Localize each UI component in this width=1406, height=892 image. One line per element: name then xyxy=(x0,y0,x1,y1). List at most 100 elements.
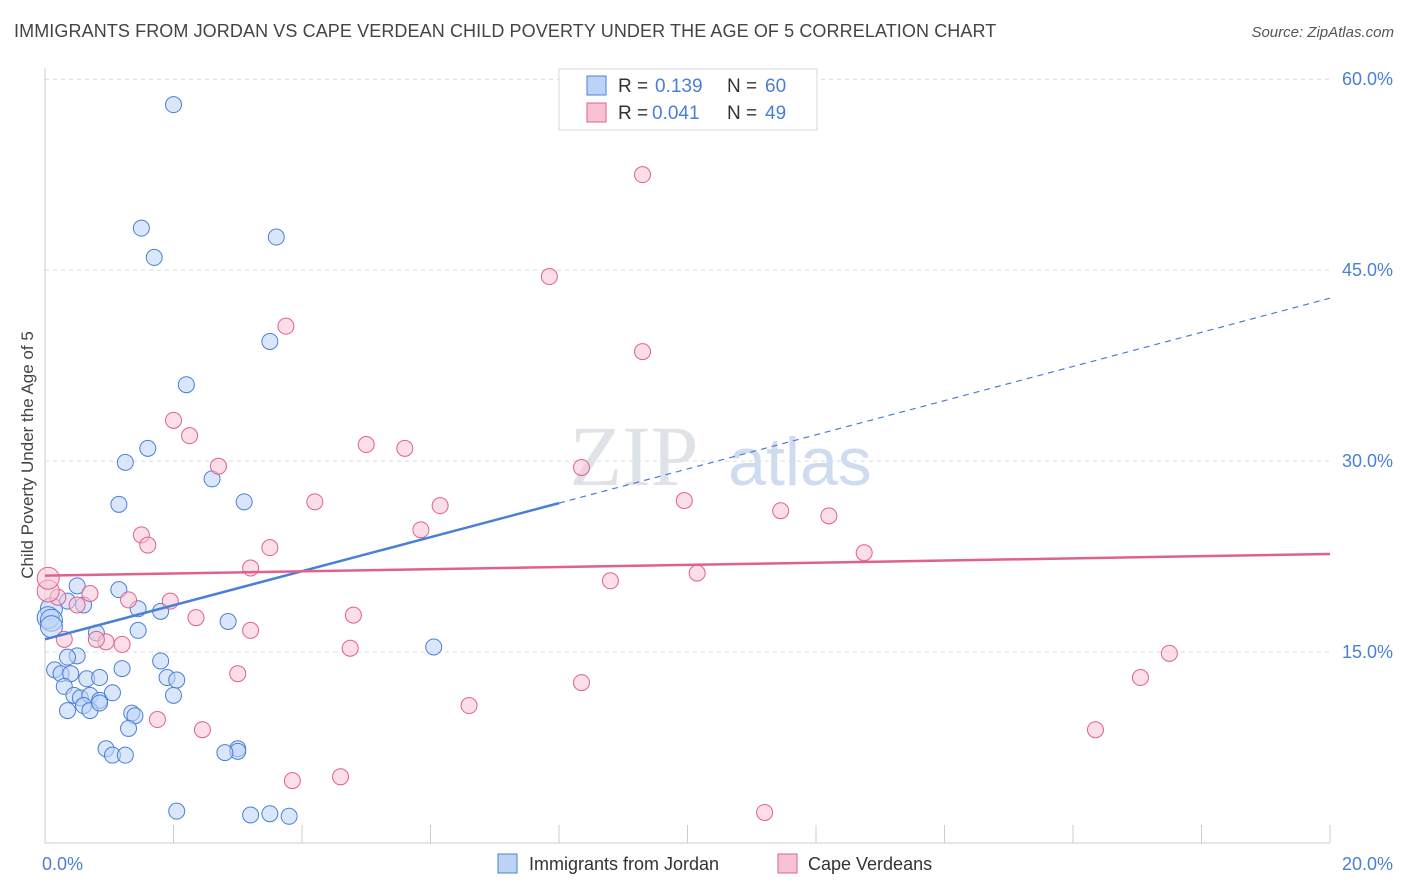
legend-r-value-blue: 0.139 xyxy=(655,76,703,97)
point-cape-verdean-37 xyxy=(229,665,247,683)
point-cape-verdean-6 xyxy=(357,436,375,454)
point-jordan-57 xyxy=(261,805,279,823)
legend-swatch-pink xyxy=(586,102,607,123)
point-cape-verdean-18 xyxy=(261,539,279,557)
trend-line-jordan-extension xyxy=(558,297,1331,504)
point-jordan-27 xyxy=(113,660,131,678)
point-cape-verdean-9 xyxy=(572,458,590,476)
source-label: Source: ZipAtlas.com xyxy=(1251,24,1394,41)
point-jordan-7 xyxy=(116,453,134,471)
point-cape-verdean-30 xyxy=(242,621,260,639)
point-jordan-26 xyxy=(58,648,76,666)
legend-n-label-blue: N = xyxy=(727,76,757,97)
point-cape-verdean-25 xyxy=(120,591,138,609)
series-jordan-points xyxy=(36,96,443,825)
point-cape-verdean-12 xyxy=(675,492,693,510)
watermark-zip: ZIP xyxy=(570,408,699,504)
point-cape-verdean-48 xyxy=(36,566,60,590)
point-cape-verdean-22 xyxy=(688,564,706,582)
point-cape-verdean-40 xyxy=(460,697,478,715)
legend-r-label-pink: R = xyxy=(618,103,648,124)
y-axis-label: Child Poverty Under the Age of 5 xyxy=(18,331,37,579)
point-jordan-41 xyxy=(165,686,182,704)
point-jordan-32 xyxy=(91,669,109,687)
point-jordan-4 xyxy=(261,332,279,350)
axes xyxy=(44,68,1331,844)
legend-bottom-swatch-cape-verdean xyxy=(777,853,798,874)
point-jordan-55 xyxy=(168,802,186,820)
point-cape-verdean-29 xyxy=(187,609,205,627)
y-tick-label-0: 15.0% xyxy=(1342,642,1393,662)
point-jordan-56 xyxy=(242,806,260,824)
point-cape-verdean-3 xyxy=(634,343,652,361)
point-cape-verdean-1 xyxy=(540,268,558,286)
point-cape-verdean-27 xyxy=(344,606,362,624)
legend-bottom-swatch-jordan xyxy=(497,853,518,874)
point-cape-verdean-0 xyxy=(634,166,652,184)
trend-lines xyxy=(44,297,1331,641)
point-jordan-22 xyxy=(129,621,147,639)
point-cape-verdean-8 xyxy=(209,457,227,475)
y-tick-label-2: 45.0% xyxy=(1342,260,1393,280)
point-jordan-5 xyxy=(177,376,195,394)
point-jordan-2 xyxy=(145,248,163,266)
point-cape-verdean-15 xyxy=(412,521,430,539)
point-jordan-54 xyxy=(216,744,234,762)
point-cape-verdean-11 xyxy=(431,497,449,515)
trend-line-cape-verdean xyxy=(44,552,1331,577)
point-cape-verdean-24 xyxy=(81,584,99,602)
point-jordan-10 xyxy=(235,493,253,511)
legend-n-value-blue: 60 xyxy=(765,76,786,97)
point-cape-verdean-46 xyxy=(756,803,774,821)
x-tick-label-1: 20.0% xyxy=(1342,854,1393,874)
point-jordan-20 xyxy=(219,612,237,630)
point-jordan-9 xyxy=(110,495,128,513)
series-cape-verdean-points xyxy=(36,166,1178,821)
legend-stats: R = 0.139 N = 60 R = 0.041 N = 49 xyxy=(558,68,818,131)
legend-n-value-pink: 49 xyxy=(765,103,786,124)
tick-labels: 15.0% 30.0% 45.0% 60.0% 0.0% 20.0% xyxy=(42,69,1393,874)
y-tick-label-3: 60.0% xyxy=(1342,69,1393,89)
point-cape-verdean-41 xyxy=(148,711,166,729)
point-jordan-40 xyxy=(103,684,121,702)
point-cape-verdean-39 xyxy=(572,674,590,692)
point-jordan-23 xyxy=(425,638,443,656)
legend-r-label-blue: R = xyxy=(618,76,648,97)
gridlines xyxy=(45,78,1330,653)
point-cape-verdean-35 xyxy=(87,630,105,648)
point-cape-verdean-36 xyxy=(1160,644,1178,662)
point-cape-verdean-14 xyxy=(820,507,838,525)
legend-bottom-label-cape-verdean: Cape Verdeans xyxy=(808,854,932,874)
legend-swatch-blue xyxy=(586,75,607,96)
point-jordan-1 xyxy=(132,219,150,237)
point-cape-verdean-43 xyxy=(1086,721,1104,739)
point-jordan-53 xyxy=(116,746,134,764)
legend-r-value-pink: 0.041 xyxy=(652,103,700,124)
point-cape-verdean-21 xyxy=(601,572,619,590)
point-jordan-3 xyxy=(267,228,285,246)
point-cape-verdean-2 xyxy=(277,317,295,335)
point-cape-verdean-5 xyxy=(181,427,199,445)
point-jordan-47 xyxy=(58,702,76,720)
point-cape-verdean-7 xyxy=(396,439,414,457)
legend-n-label-pink: N = xyxy=(727,103,757,124)
point-jordan-44 xyxy=(91,694,109,712)
point-jordan-25 xyxy=(152,652,170,670)
point-cape-verdean-44 xyxy=(332,768,350,786)
watermark: ZIP atlas xyxy=(570,408,872,504)
point-jordan-11 xyxy=(68,577,86,595)
watermark-atlas: atlas xyxy=(728,424,872,500)
point-cape-verdean-28 xyxy=(68,596,86,614)
point-jordan-0 xyxy=(165,96,182,114)
y-tick-label-1: 30.0% xyxy=(1342,451,1393,471)
point-cape-verdean-4 xyxy=(165,411,182,429)
x-tick-label-0: 0.0% xyxy=(42,854,83,874)
point-cape-verdean-38 xyxy=(1131,669,1149,687)
point-cape-verdean-17 xyxy=(139,536,157,554)
point-cape-verdean-20 xyxy=(242,559,260,577)
point-cape-verdean-42 xyxy=(193,721,211,739)
point-cape-verdean-45 xyxy=(283,772,301,790)
legend-series: Immigrants from Jordan Cape Verdeans xyxy=(497,853,932,874)
chart-title: IMMIGRANTS FROM JORDAN VS CAPE VERDEAN C… xyxy=(14,21,997,41)
